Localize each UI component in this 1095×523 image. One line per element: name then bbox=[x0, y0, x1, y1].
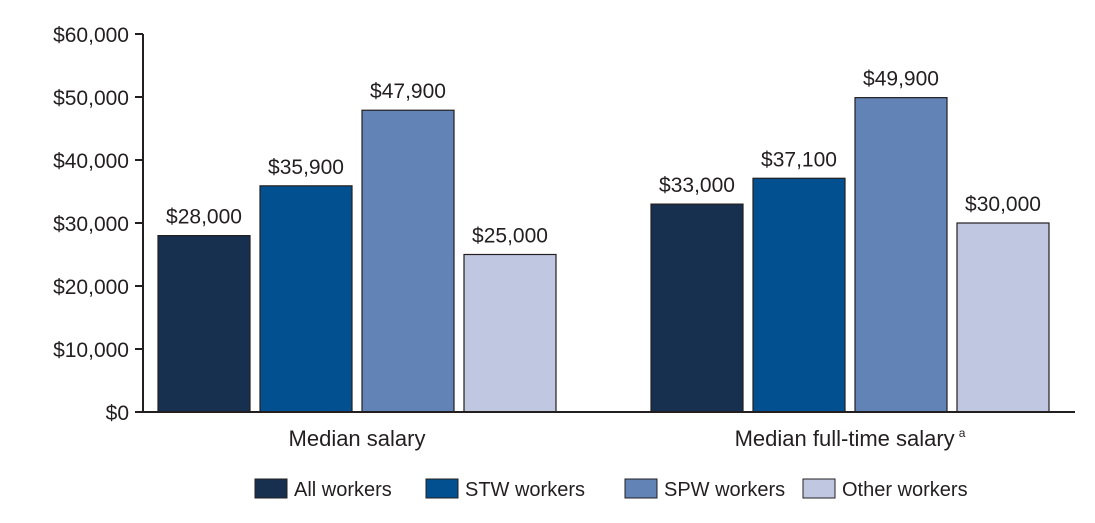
category-footnote-marker: a bbox=[959, 426, 966, 440]
category-label: Median salary bbox=[289, 426, 426, 451]
y-tick-label: $30,000 bbox=[53, 213, 129, 236]
bar-value-label: $47,900 bbox=[370, 80, 446, 103]
bar-value-label: $25,000 bbox=[472, 225, 548, 248]
bar bbox=[157, 235, 251, 413]
bar bbox=[854, 97, 948, 413]
bar bbox=[463, 253, 557, 413]
category-label: Median full-time salary a bbox=[735, 426, 966, 451]
bar-value-label: $30,000 bbox=[965, 193, 1041, 216]
legend-swatch bbox=[425, 478, 459, 499]
bars bbox=[157, 97, 1050, 413]
category-label-text: Median full-time salary bbox=[735, 426, 955, 451]
bar-value-label: $35,900 bbox=[268, 156, 344, 179]
legend-label: STW workers bbox=[465, 479, 585, 501]
bar-value-label: $37,100 bbox=[761, 148, 837, 171]
category-label-text: Median salary bbox=[289, 426, 426, 451]
legend-label: Other workers bbox=[842, 479, 968, 501]
legend-swatch bbox=[624, 478, 658, 499]
bar bbox=[956, 222, 1050, 413]
bar bbox=[650, 203, 744, 413]
bar-value-label: $49,900 bbox=[863, 68, 939, 91]
y-tick-label: $50,000 bbox=[53, 87, 129, 110]
category-labels: Median salary Median full-time salary a bbox=[289, 426, 966, 451]
y-tick-label: $40,000 bbox=[53, 150, 129, 173]
bar-value-label: $33,000 bbox=[659, 174, 735, 197]
bar-value-label: $28,000 bbox=[166, 206, 242, 229]
y-tick-label: $60,000 bbox=[53, 24, 129, 47]
legend-swatch bbox=[802, 478, 836, 499]
legend-label: SPW workers bbox=[664, 479, 785, 501]
y-tick-label: $10,000 bbox=[53, 339, 129, 362]
data-labels: $28,000 $35,900 $47,900 $25,000 $33,000 $37,1… bbox=[166, 68, 1041, 248]
bar bbox=[259, 185, 353, 413]
legend: All workers STW workers SPW workers Other w… bbox=[254, 478, 968, 501]
legend-swatch bbox=[254, 478, 288, 499]
bar bbox=[361, 109, 455, 413]
y-tick-label: $20,000 bbox=[53, 276, 129, 299]
legend-label: All workers bbox=[294, 479, 392, 501]
y-tick-label: $0 bbox=[106, 402, 129, 425]
y-axis-ticks: $0 $10,000 $20,000 $30,000 $40,000 $50,000 $60… bbox=[53, 24, 143, 425]
bar bbox=[752, 177, 846, 413]
